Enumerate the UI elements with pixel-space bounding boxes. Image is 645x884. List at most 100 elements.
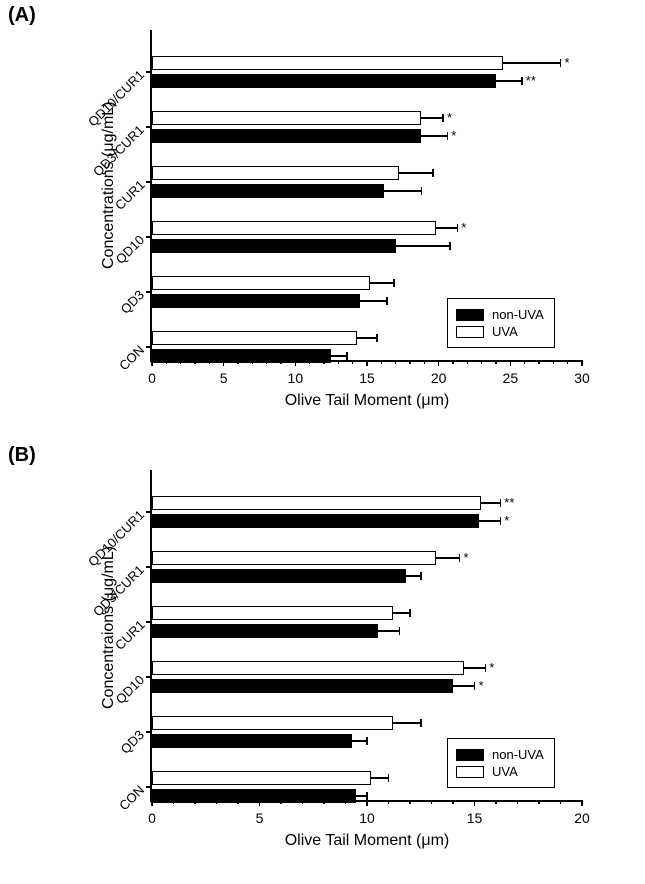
ytick-line bbox=[146, 291, 152, 293]
xtick-minor bbox=[495, 360, 497, 364]
error-cap bbox=[485, 664, 487, 672]
legend-label: UVA bbox=[492, 324, 518, 339]
xtick-label: 5 bbox=[220, 370, 228, 386]
xtick-line bbox=[581, 800, 583, 806]
legend-label: UVA bbox=[492, 764, 518, 779]
xtick-label: 20 bbox=[574, 810, 590, 826]
x-axis-title: Olive Tail Moment (μm) bbox=[152, 832, 582, 850]
error-cap bbox=[399, 627, 401, 635]
error-bar bbox=[357, 337, 377, 339]
xtick-minor bbox=[538, 360, 540, 364]
ytick-line bbox=[146, 126, 152, 128]
ytick-label: QD3 bbox=[118, 287, 148, 317]
error-bar bbox=[436, 557, 460, 559]
bar bbox=[152, 184, 384, 198]
xtick-minor bbox=[338, 360, 340, 364]
error-cap bbox=[500, 517, 502, 525]
ytick-line bbox=[146, 236, 152, 238]
ytick-label: QD3/CUR1 bbox=[90, 122, 147, 179]
ytick-label: CON bbox=[116, 782, 147, 813]
bar bbox=[152, 74, 496, 88]
significance-marker: * bbox=[565, 55, 570, 70]
xtick-minor bbox=[495, 800, 497, 804]
error-cap bbox=[432, 169, 434, 177]
error-cap bbox=[500, 499, 502, 507]
legend-swatch bbox=[456, 749, 484, 761]
xtick-label: 25 bbox=[503, 370, 519, 386]
xtick-minor bbox=[567, 360, 569, 364]
xtick-minor bbox=[467, 360, 469, 364]
legend-label: non-UVA bbox=[492, 307, 544, 322]
bar bbox=[152, 111, 421, 125]
bar bbox=[152, 551, 436, 565]
xtick-minor bbox=[352, 360, 354, 364]
significance-marker: * bbox=[489, 660, 494, 675]
error-bar bbox=[371, 777, 388, 779]
panel-B: (B) 05101520Olive Tail Moment (μm)Concent… bbox=[0, 440, 645, 882]
significance-marker: * bbox=[447, 110, 452, 125]
error-cap bbox=[474, 682, 476, 690]
legend-label: non-UVA bbox=[492, 747, 544, 762]
error-bar bbox=[352, 740, 367, 742]
error-bar bbox=[406, 575, 421, 577]
legend-swatch bbox=[456, 326, 484, 338]
ytick-label: CON bbox=[116, 342, 147, 373]
plot-area: 05101520Olive Tail Moment (μm)Concentrai… bbox=[150, 470, 582, 802]
bar bbox=[152, 661, 464, 675]
legend-item: UVA bbox=[456, 764, 544, 779]
xtick-line bbox=[438, 360, 440, 366]
xtick-minor bbox=[424, 360, 426, 364]
error-cap bbox=[447, 132, 449, 140]
xtick-label: 20 bbox=[431, 370, 447, 386]
xtick-label: 5 bbox=[256, 810, 264, 826]
legend-swatch bbox=[456, 309, 484, 321]
error-bar bbox=[453, 685, 475, 687]
error-cap bbox=[366, 737, 368, 745]
error-cap bbox=[386, 297, 388, 305]
significance-marker: ** bbox=[526, 73, 536, 88]
ytick-label: QD3 bbox=[118, 727, 148, 757]
ytick-line bbox=[146, 621, 152, 623]
legend: non-UVA UVA bbox=[447, 298, 555, 348]
xtick-minor bbox=[409, 360, 411, 364]
error-cap bbox=[376, 334, 378, 342]
bar bbox=[152, 716, 393, 730]
ytick-label: QD3/CUR1 bbox=[90, 562, 147, 619]
bar bbox=[152, 221, 436, 235]
xtick-minor bbox=[517, 800, 519, 804]
xtick-label: 0 bbox=[148, 810, 156, 826]
error-cap bbox=[459, 554, 461, 562]
ytick-line bbox=[146, 511, 152, 513]
bar bbox=[152, 606, 393, 620]
error-bar bbox=[464, 667, 486, 669]
xtick-minor bbox=[452, 360, 454, 364]
error-bar bbox=[384, 190, 421, 192]
panel-label: (B) bbox=[8, 444, 36, 467]
error-bar bbox=[396, 245, 450, 247]
error-cap bbox=[409, 609, 411, 617]
xtick-minor bbox=[388, 800, 390, 804]
x-axis-title: Olive Tail Moment (μm) bbox=[152, 392, 582, 410]
xtick-line bbox=[366, 800, 368, 806]
legend: non-UVA UVA bbox=[447, 738, 555, 788]
xtick-line bbox=[474, 800, 476, 806]
xtick-minor bbox=[524, 360, 526, 364]
panel-A: (A)051015202530Olive Tail Moment (μm)Con… bbox=[0, 0, 645, 442]
xtick-minor bbox=[481, 360, 483, 364]
legend-item: UVA bbox=[456, 324, 544, 339]
bar bbox=[152, 294, 360, 308]
xtick-minor bbox=[381, 360, 383, 364]
error-bar bbox=[370, 282, 394, 284]
error-cap bbox=[521, 77, 523, 85]
error-cap bbox=[421, 187, 423, 195]
error-bar bbox=[399, 172, 433, 174]
significance-marker: * bbox=[451, 128, 456, 143]
xtick-label: 10 bbox=[288, 370, 304, 386]
error-bar bbox=[503, 62, 560, 64]
error-cap bbox=[346, 352, 348, 360]
xtick-line bbox=[366, 360, 368, 366]
ytick-line bbox=[146, 731, 152, 733]
ytick-line bbox=[146, 71, 152, 73]
xtick-label: 10 bbox=[359, 810, 375, 826]
panel-label: (A) bbox=[8, 4, 36, 27]
